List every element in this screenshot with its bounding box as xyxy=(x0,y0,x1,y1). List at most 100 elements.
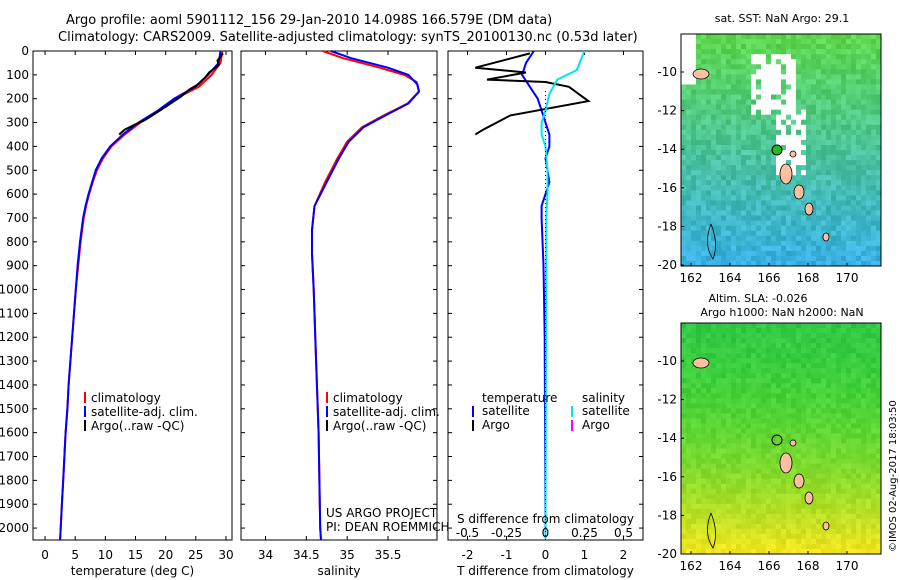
map-cell xyxy=(861,503,867,510)
map-cell xyxy=(741,240,747,247)
map-cell xyxy=(701,533,707,540)
map-cell xyxy=(821,94,827,101)
map-cell xyxy=(826,323,832,329)
map-cell xyxy=(836,543,842,550)
map-cell xyxy=(741,99,747,106)
map-cell xyxy=(871,403,877,409)
map-cell xyxy=(826,84,832,90)
map-cell xyxy=(681,533,687,540)
map-cell xyxy=(801,418,807,424)
map-cell xyxy=(786,438,792,445)
map-cell xyxy=(856,373,862,379)
map-cell xyxy=(786,533,792,540)
map-cell xyxy=(711,165,717,171)
map-cell xyxy=(721,418,727,424)
map-cell xyxy=(731,333,737,339)
map-cell xyxy=(731,468,737,475)
map-cell xyxy=(856,74,862,80)
map-cell xyxy=(876,473,882,480)
map-cell xyxy=(741,210,747,217)
map-cell xyxy=(826,175,832,181)
map-cell xyxy=(791,353,797,359)
map-cell xyxy=(826,69,832,75)
map-cell xyxy=(801,388,807,394)
map-cell xyxy=(741,463,747,470)
map-cell xyxy=(801,403,807,409)
map-cell xyxy=(861,124,867,131)
map-cell xyxy=(806,104,812,111)
map-cell xyxy=(776,448,782,455)
map-cell xyxy=(836,388,842,394)
map-cell xyxy=(686,54,692,60)
map-cell xyxy=(866,408,872,414)
map-cell xyxy=(721,403,727,409)
map-cell xyxy=(861,210,867,217)
map-cell xyxy=(866,528,872,535)
map-cell xyxy=(781,49,787,55)
map-cell xyxy=(771,403,777,409)
map-cell xyxy=(801,139,807,146)
map-cell xyxy=(746,114,752,121)
map-cell xyxy=(871,180,877,186)
map-cell xyxy=(766,348,772,354)
map-cell xyxy=(841,134,847,141)
map-cell xyxy=(691,328,697,334)
map-cell xyxy=(826,114,832,121)
map-cell xyxy=(816,463,822,470)
map-cell xyxy=(736,165,742,171)
map-cell xyxy=(766,448,772,455)
map-cell xyxy=(701,438,707,445)
map-cell xyxy=(801,438,807,445)
map-cell xyxy=(856,413,862,419)
map-cell xyxy=(811,119,817,126)
map-cell xyxy=(776,74,782,80)
map-cell xyxy=(836,518,842,525)
map-cell xyxy=(811,333,817,339)
map-cell xyxy=(806,165,812,171)
map-cell xyxy=(681,220,687,227)
map-cell xyxy=(816,109,822,116)
map-cell xyxy=(746,165,752,171)
map-cell xyxy=(871,245,877,252)
map-cell xyxy=(741,473,747,480)
map-cell xyxy=(861,443,867,450)
map-cell xyxy=(796,353,802,359)
map-cell xyxy=(736,363,742,369)
map-cell xyxy=(796,74,802,80)
map-cell xyxy=(746,220,752,227)
map-cell xyxy=(736,39,742,45)
x-axis-label: salinity xyxy=(317,564,360,578)
map-cell xyxy=(791,144,797,151)
map-cell xyxy=(691,34,697,40)
map-cell xyxy=(736,124,742,131)
map-cell xyxy=(831,388,837,394)
map-cell xyxy=(841,139,847,146)
map-cell xyxy=(746,69,752,75)
map-cell xyxy=(866,393,872,399)
map-cell xyxy=(851,74,857,80)
map-cell xyxy=(856,468,862,475)
map-cell xyxy=(721,129,727,136)
map-cell xyxy=(841,104,847,111)
map-cell xyxy=(746,84,752,90)
map-cell xyxy=(706,348,712,354)
map-cell xyxy=(746,119,752,126)
map-cell xyxy=(791,368,797,374)
map-cell xyxy=(731,230,737,237)
map-cell xyxy=(691,428,697,434)
map-cell xyxy=(871,468,877,475)
plot-frame-salinity xyxy=(240,50,438,541)
map-cell xyxy=(706,155,712,161)
map-cell xyxy=(756,99,762,106)
map-cell xyxy=(741,368,747,374)
map-cell xyxy=(741,74,747,80)
map-cell xyxy=(876,393,882,399)
map-cell xyxy=(871,333,877,339)
map-cell xyxy=(731,49,737,55)
map-cell xyxy=(766,89,772,96)
map-cell xyxy=(781,493,787,500)
map-cell xyxy=(876,323,882,329)
map-cell xyxy=(781,398,787,404)
map-cell xyxy=(721,393,727,399)
map-cell xyxy=(851,215,857,222)
